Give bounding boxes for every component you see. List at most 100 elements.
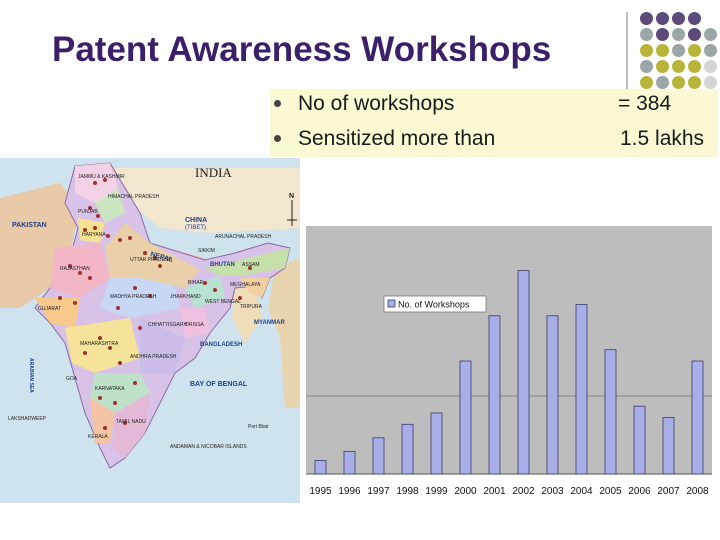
workshop-marker <box>108 346 112 350</box>
label-mp: MADHYA PRADESH <box>110 294 157 300</box>
x-tick-label: 2008 <box>686 486 709 497</box>
label-hp: HIMACHAL PRADESH <box>108 194 160 200</box>
workshop-marker <box>103 426 107 430</box>
label-china: CHINA <box>185 217 207 224</box>
workshop-marker <box>93 181 97 185</box>
workshop-marker <box>88 206 92 210</box>
label-arunachal: ARUNACHAL PRADESH <box>215 234 272 240</box>
workshop-marker <box>96 214 100 218</box>
workshop-marker <box>113 401 117 405</box>
workshop-marker <box>213 288 217 292</box>
bar-2005 <box>604 349 617 475</box>
x-tick-label: 2001 <box>483 486 506 497</box>
x-tick-label: 1999 <box>425 486 448 497</box>
map-title: INDIA <box>195 165 232 180</box>
decor-dot-icon <box>688 12 701 25</box>
label-bangladesh: BANGLADESH <box>200 342 242 348</box>
workshop-marker <box>106 234 110 238</box>
workshop-marker <box>98 336 102 340</box>
label-meghalaya: MEGHALAYA <box>230 282 261 288</box>
decor-dot-icon <box>656 60 669 73</box>
workshop-marker <box>83 228 87 232</box>
label-north: N <box>289 193 294 200</box>
label-bihar: BIHAR <box>188 280 204 286</box>
label-gujarat: GUJARAT <box>38 306 61 312</box>
bar-1997 <box>372 437 385 475</box>
plot-area <box>306 226 712 474</box>
decor-dot-icon <box>656 28 669 41</box>
label-portblair: Port Blair <box>248 424 269 430</box>
label-bhutan: BHUTAN <box>210 262 235 268</box>
workshop-marker <box>203 281 207 285</box>
label-jk: JAMMU & KASHMIR <box>78 174 125 180</box>
workshop-marker <box>118 238 122 242</box>
bar-1999 <box>430 412 443 475</box>
label-myanmar: MYANMAR <box>254 320 285 326</box>
label-rajasthan: RAJASTHAN <box>60 266 90 272</box>
label-orissa: ORISSA <box>185 322 205 328</box>
decor-dot-icon <box>672 44 685 57</box>
workshop-marker <box>118 361 122 365</box>
label-tamilnadu: TAMIL NADU <box>116 419 146 425</box>
chart-legend: No. of Workshops <box>383 295 487 313</box>
workshop-marker <box>98 396 102 400</box>
workshop-marker <box>143 251 147 255</box>
label-punjab: PUNJAB <box>78 209 98 215</box>
decor-dot-icon <box>640 60 653 73</box>
workshop-marker <box>73 301 77 305</box>
label-pakistan: PAKISTAN <box>12 222 47 229</box>
decor-dot-icon <box>688 60 701 73</box>
label-ap: ANDHRA PRADESH <box>130 354 177 360</box>
x-tick-label: 2003 <box>541 486 564 497</box>
workshop-marker <box>88 276 92 280</box>
x-tick-label: 2000 <box>454 486 477 497</box>
label-goa: GOA <box>66 376 78 382</box>
label-andaman: ANDAMAN & NICOBAR ISLANDS <box>170 444 247 450</box>
bullet-box: No of workshops = 384 Sensitized more th… <box>270 89 718 157</box>
decor-dot-icon <box>672 76 685 89</box>
label-up: UTTAR PRADESH <box>130 257 172 263</box>
label-tibet: (TIBET) <box>185 225 206 231</box>
label-maharashtra: MAHARASHTRA <box>80 341 119 347</box>
decor-dot-icon <box>672 12 685 25</box>
x-tick-label: 1997 <box>367 486 390 497</box>
workshop-marker <box>116 306 120 310</box>
workshop-marker <box>133 286 137 290</box>
decor-dot-icon <box>704 76 717 89</box>
workshop-marker <box>83 351 87 355</box>
label-karnataka: KARNATAKA <box>95 386 125 392</box>
decor-dot-icon <box>672 28 685 41</box>
decor-dot-icon <box>704 28 717 41</box>
bullet-dot-icon <box>274 135 281 142</box>
bar-1998 <box>401 423 414 475</box>
workshop-marker <box>238 296 242 300</box>
bullet-dot-icon <box>274 100 281 107</box>
workshop-marker <box>138 326 142 330</box>
label-arabian: ARABIAN SEA <box>28 358 34 393</box>
bullet-sensitized-value: 1.5 lakhs <box>620 127 705 150</box>
x-tick-label: 1998 <box>396 486 419 497</box>
bar-2003 <box>546 315 559 475</box>
bar-1996 <box>343 450 356 475</box>
decor-dot-icon <box>640 12 653 25</box>
label-sikkim: SIKKIM <box>198 248 215 254</box>
decor-dot-icon <box>688 44 701 57</box>
decor-dot-icon <box>704 44 717 57</box>
legend-label: No. of Workshops <box>398 300 470 310</box>
decor-dot-icon <box>656 12 669 25</box>
workshop-marker <box>58 296 62 300</box>
workshop-marker <box>93 226 97 230</box>
bullet-workshops-value: = 384 <box>618 92 672 115</box>
x-tick-label: 2004 <box>570 486 593 497</box>
india-map: INDIA PAKISTAN CHINA (TIBET) NEPAL BHUTA… <box>0 158 300 503</box>
workshop-marker <box>158 264 162 268</box>
label-haryana: HARYANA <box>82 232 106 238</box>
bar-2002 <box>517 270 530 475</box>
label-assam: ASSAM <box>242 262 260 268</box>
bar-2004 <box>575 304 588 475</box>
decor-dot-icon <box>656 76 669 89</box>
divider-line <box>626 12 628 96</box>
workshop-marker <box>148 294 152 298</box>
x-tick-label: 1995 <box>309 486 332 497</box>
x-tick-label: 2006 <box>628 486 651 497</box>
